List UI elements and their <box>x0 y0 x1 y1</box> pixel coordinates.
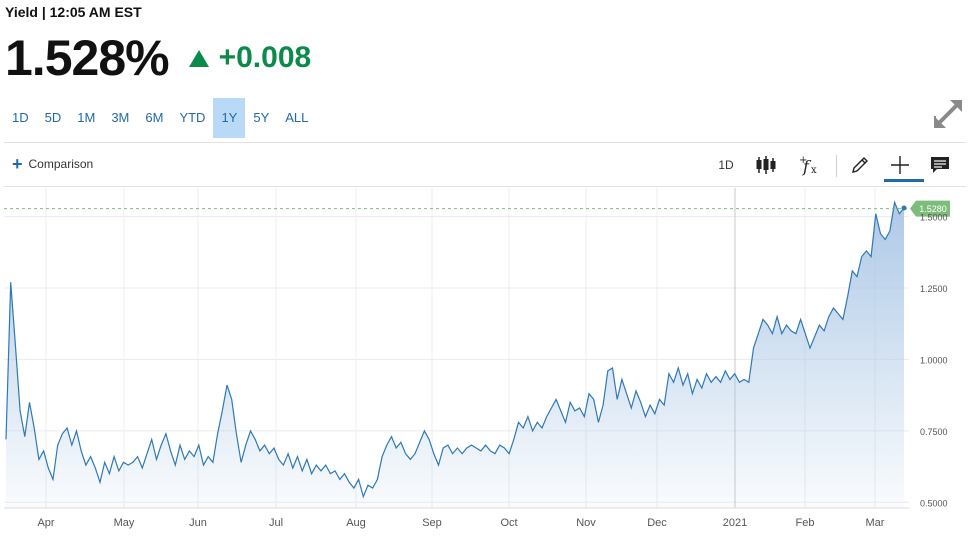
price-row: 1.528% +0.008 <box>5 30 311 86</box>
divider-chart <box>4 186 966 187</box>
interval-selector[interactable]: 1D <box>718 158 734 172</box>
indicators-icon[interactable]: + f x <box>796 152 822 178</box>
svg-text:+: + <box>799 155 807 166</box>
range-3m[interactable]: 3M <box>111 110 130 125</box>
x-tick-label: Aug <box>346 517 366 529</box>
last-point-dot <box>901 205 907 211</box>
current-yield: 1.528% <box>5 30 170 86</box>
range-ytd[interactable]: YTD <box>179 110 206 125</box>
range-1d[interactable]: 1D <box>12 110 29 125</box>
x-tick-label: Apr <box>37 517 54 529</box>
draw-pencil-icon[interactable] <box>848 152 872 178</box>
y-tick-label: 0.7500 <box>920 427 948 437</box>
range-5d[interactable]: 5D <box>44 110 62 125</box>
y-tick-label: 1.5000 <box>920 213 948 223</box>
yield-chart[interactable]: 1.5280 0.5000 0.7500 1.0000 1.2500 1.5000 Apr… <box>4 188 966 538</box>
active-tool-indicator <box>884 179 924 182</box>
svg-text:f: f <box>802 157 812 176</box>
x-tick-label: Mar <box>866 517 885 529</box>
x-tick-label: 2021 <box>723 517 747 529</box>
comment-icon[interactable] <box>928 152 952 178</box>
current-value-badge <box>910 200 950 217</box>
x-tick-label: May <box>114 517 135 529</box>
x-tick-label: Sep <box>422 517 442 529</box>
range-1y[interactable]: 1Y <box>213 98 246 138</box>
divider-top <box>4 142 966 143</box>
chart-marks: 1.5280 <box>4 200 950 217</box>
range-1m[interactable]: 1M <box>77 110 96 125</box>
range-all[interactable]: ALL <box>285 110 309 125</box>
x-tick-label: Feb <box>796 517 815 529</box>
plus-icon: + <box>12 154 23 174</box>
y-tick-label: 1.0000 <box>920 355 948 365</box>
range-6m[interactable]: 6M <box>145 110 164 125</box>
candlestick-icon[interactable] <box>754 152 778 178</box>
x-tick-label: Nov <box>576 517 596 529</box>
crosshair-icon[interactable] <box>888 152 912 178</box>
x-tick-label: Jul <box>269 517 283 529</box>
chart-ticks: 0.5000 0.7500 1.0000 1.2500 1.5000 Apr May Jun J… <box>37 213 947 529</box>
comparison-label: Comparison <box>28 157 94 171</box>
current-value-label: 1.5280 <box>919 204 947 214</box>
y-tick-label: 0.5000 <box>920 498 948 508</box>
expand-icon[interactable] <box>930 96 966 132</box>
y-tick-label: 1.2500 <box>920 284 948 294</box>
up-arrow-icon <box>188 49 209 67</box>
svg-text:x: x <box>811 165 817 176</box>
toolbar-separator <box>836 155 837 177</box>
range-5y[interactable]: 5Y <box>253 110 270 125</box>
series-line <box>5 200 905 499</box>
yield-change: +0.008 <box>218 41 312 74</box>
quote-title: Yield | 12:05 AM EST <box>5 4 142 20</box>
x-tick-label: Jun <box>189 517 207 529</box>
x-tick-label: Dec <box>647 517 667 529</box>
range-selector: 1D 5D 1M 3M 6M YTD 1Y 5Y ALL <box>4 98 316 138</box>
x-tick-label: Oct <box>500 517 517 529</box>
series-area <box>6 202 904 509</box>
comparison-button[interactable]: + Comparison <box>12 154 94 174</box>
